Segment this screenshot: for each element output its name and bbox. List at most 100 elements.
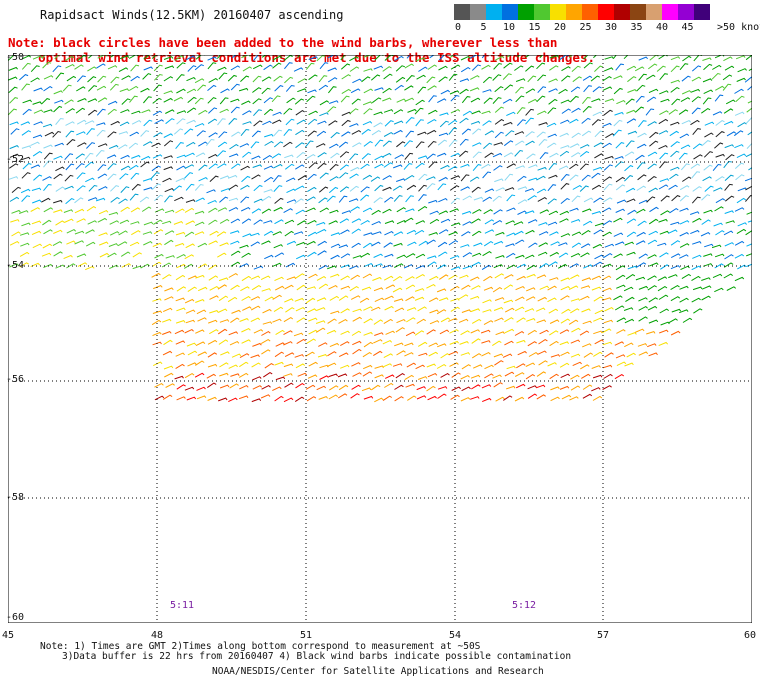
wind-barb [165,118,175,125]
wind-barb [88,197,98,201]
wind-barb [549,231,559,236]
wind-barb [184,386,195,391]
wind-barb [95,149,105,157]
wind-barb [582,208,592,213]
wind-barb [704,185,714,192]
wind-barb [11,209,21,214]
wind-barb [583,55,589,60]
wind-barb [549,319,560,324]
wind-barb [559,55,569,61]
wind-barb [591,119,601,126]
wind-barb [406,184,417,191]
wind-barb [393,242,403,247]
wind-barb [316,307,326,312]
wind-barb [680,265,690,271]
wind-barb [462,221,472,226]
wind-barb [339,218,350,224]
wind-barb [240,196,250,203]
wind-barb [525,254,535,260]
wind-barb [437,264,447,270]
wind-barb [583,62,593,69]
wind-barb [32,151,43,157]
wind-barb [404,352,414,357]
wind-barb [154,208,165,213]
wind-barb [636,185,646,191]
wind-barb [723,108,734,114]
wind-barb [637,174,647,181]
wind-barb [108,211,119,216]
wind-barb [308,273,318,279]
wind-barb [678,152,688,160]
wind-barb [32,199,42,204]
wind-barb [230,218,241,224]
wind-barb [120,109,130,114]
wind-barb [450,306,460,312]
wind-barb [230,98,240,103]
wind-barb [726,131,737,137]
wind-barb [371,384,381,391]
wind-barb [162,177,172,183]
wind-barb [649,262,659,267]
wind-barb [502,98,513,104]
wind-barb [384,120,394,127]
wind-barb [239,361,249,368]
wind-barb [724,195,735,202]
wind-barb [483,320,494,326]
wind-barb [604,155,614,160]
wind-barb [569,174,579,181]
wind-barb [460,397,471,402]
wind-barb [594,309,605,315]
wind-barb [228,331,239,336]
wind-barb [363,331,373,336]
wind-barb [537,86,547,94]
wind-barb [9,153,20,158]
wind-barb [712,273,723,279]
wind-barb [240,286,250,292]
wind-barb [515,140,525,146]
wind-barb [315,143,326,148]
wind-barb [373,65,384,70]
wind-barb [458,294,469,300]
wind-barb [481,384,492,389]
wind-barb [285,118,295,126]
wind-barb [216,231,227,237]
wind-barb [646,74,656,80]
wind-barb [612,129,622,137]
wind-barb [591,286,602,291]
wind-barb [659,308,669,314]
wind-barb [9,241,20,246]
wind-barb [296,284,306,291]
wind-barb [549,251,560,257]
wind-barb [77,142,87,148]
wind-barb [373,319,384,325]
wind-barb [297,175,308,181]
wind-barb [307,118,318,125]
wind-barb [373,339,383,344]
wind-barb [692,186,702,192]
wind-barb [537,296,548,302]
wind-barb [273,306,284,313]
wind-barb [660,210,670,216]
wind-barb [560,373,571,379]
wind-barb [374,297,385,303]
wind-barb [21,55,32,60]
wind-barb [76,185,86,192]
wind-barb [745,185,752,191]
wind-barb [96,85,107,91]
lon-label: 48 [150,630,164,641]
wind-barb [293,332,304,337]
wind-barb [129,131,140,137]
wind-barb [327,106,337,113]
wind-barb [503,121,513,126]
wind-barb [701,108,711,114]
wind-barb [42,61,52,69]
wind-barb [98,232,108,237]
wind-barb [669,208,679,214]
wind-barb [383,318,393,325]
wind-barb [404,63,414,69]
wind-barb [173,128,184,135]
wind-barb [216,55,222,59]
wind-barb [107,65,118,70]
wind-barb [194,221,205,227]
wind-barb [220,351,230,356]
